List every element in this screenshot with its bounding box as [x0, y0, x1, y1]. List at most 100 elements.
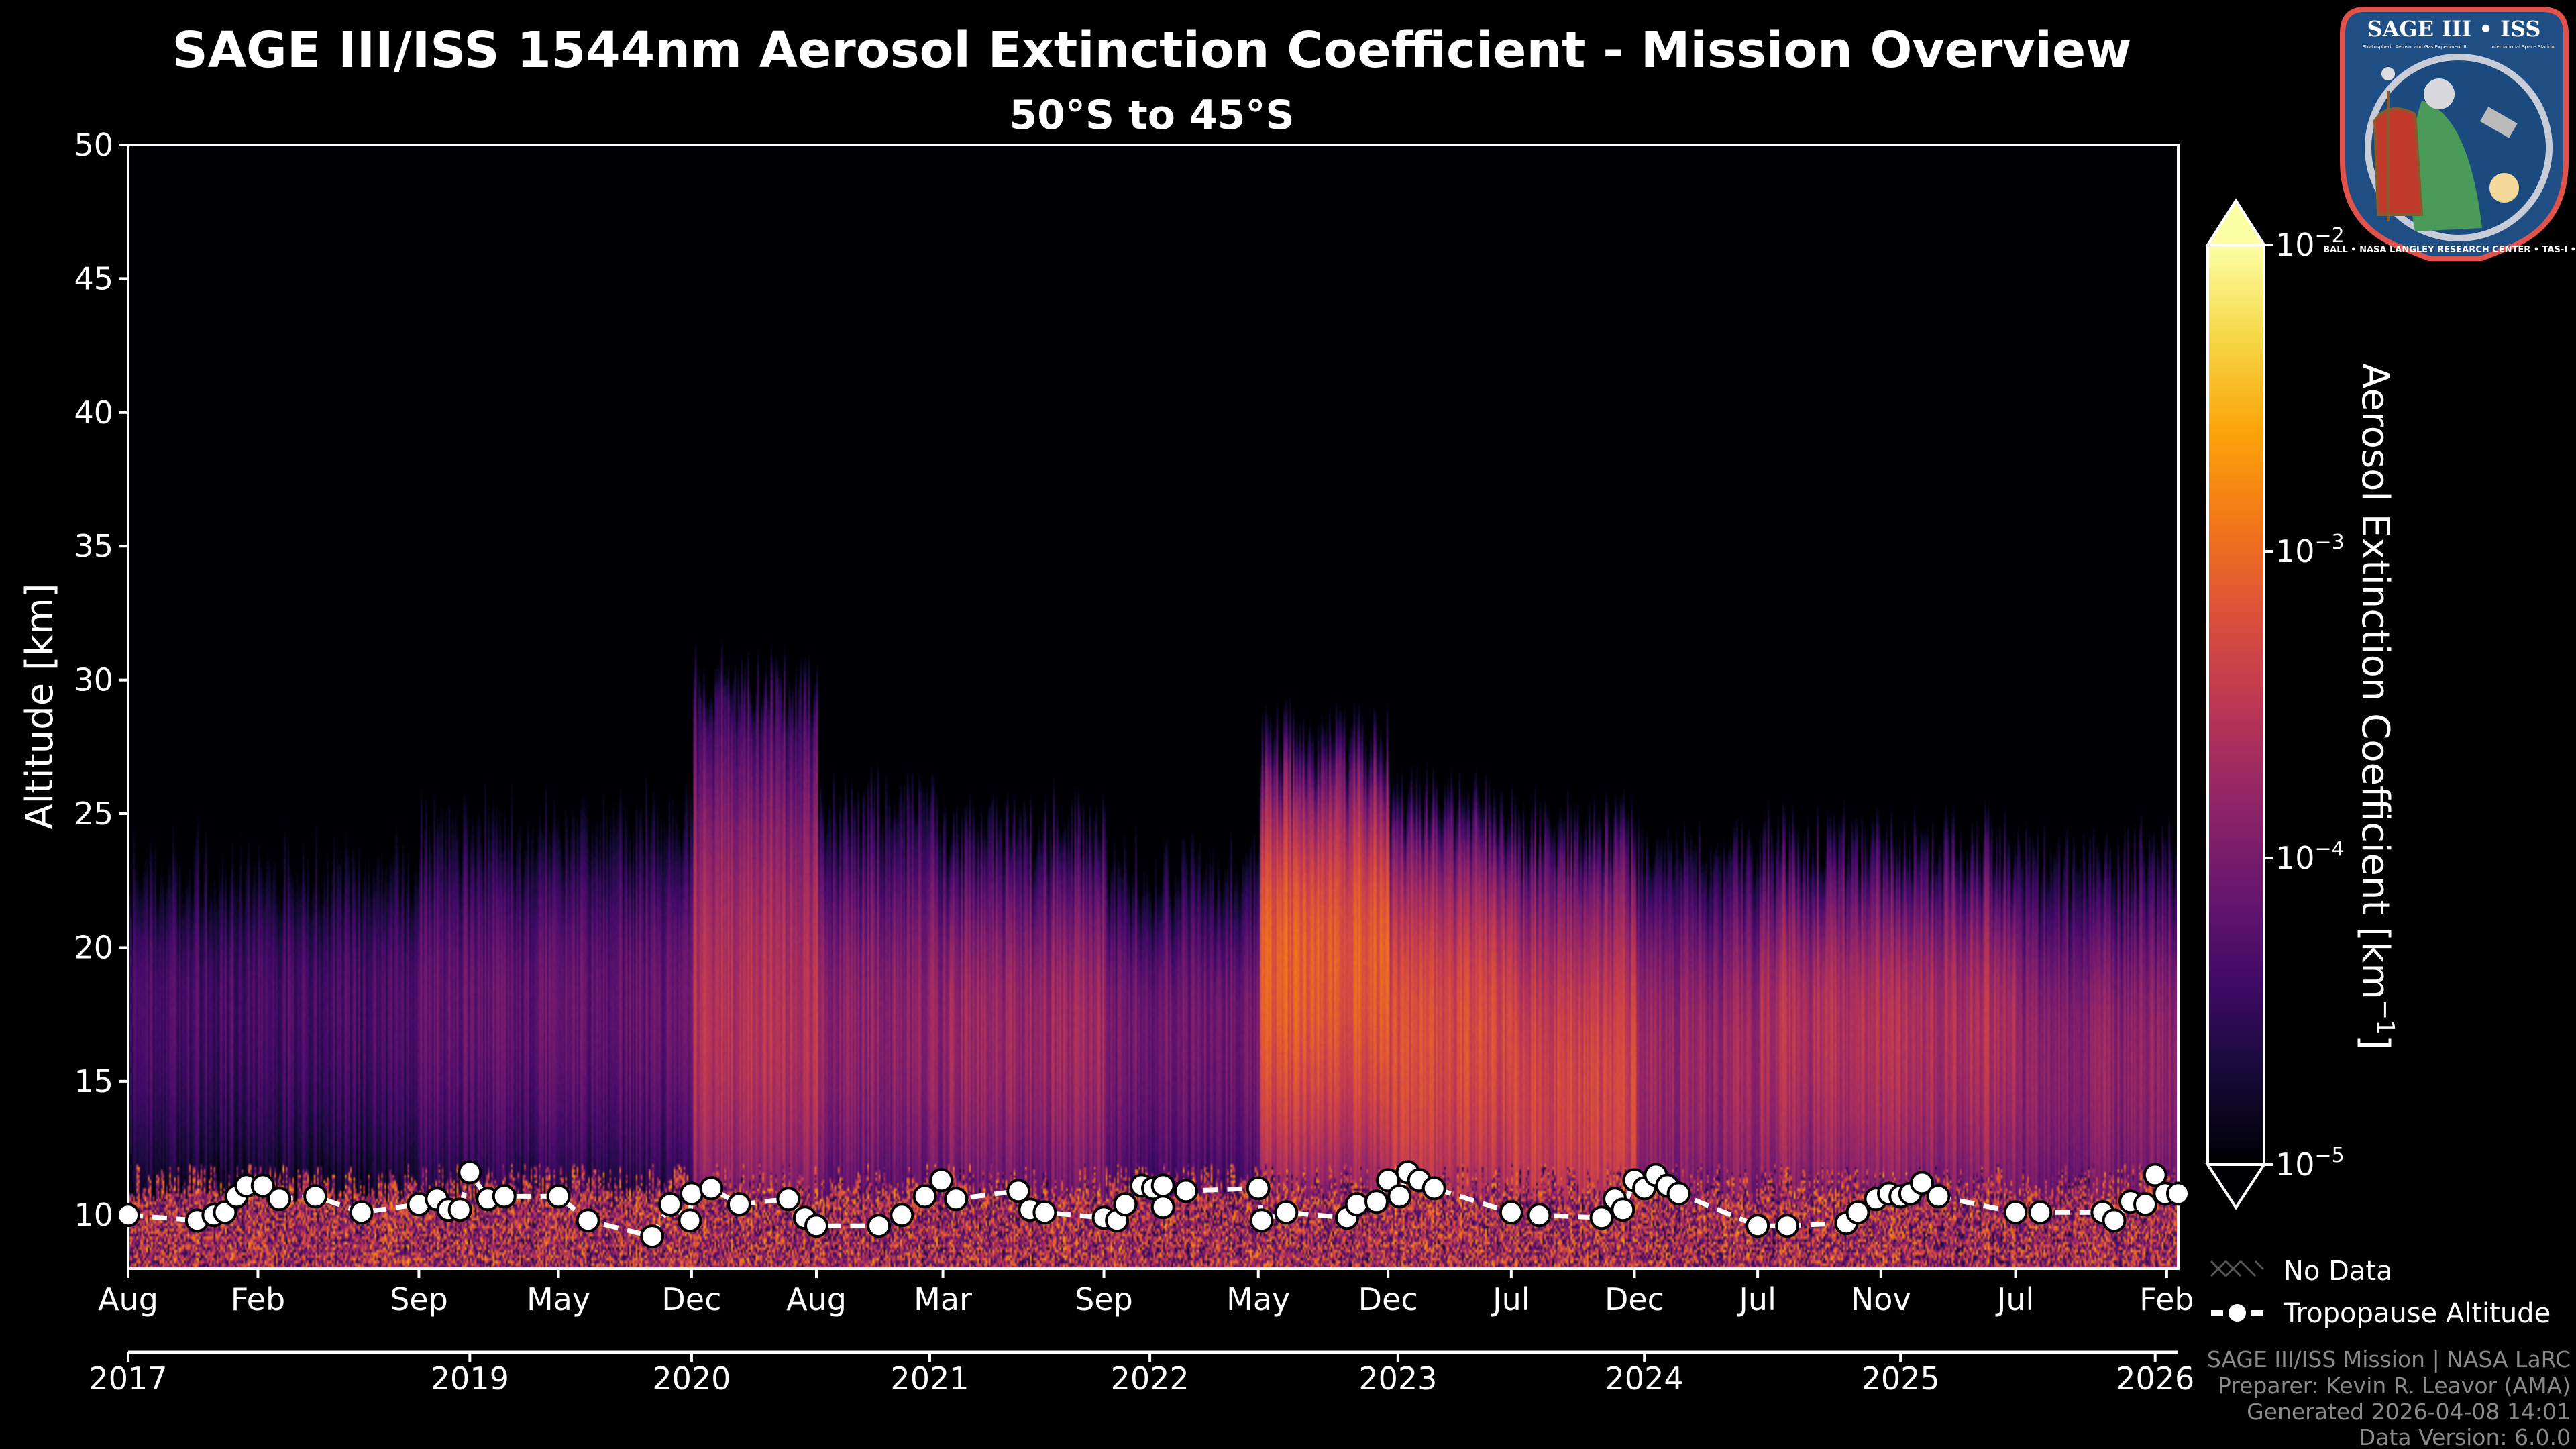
tropopause-point [2133, 1192, 2158, 1217]
no-data-hatch-icon [2210, 1260, 2265, 1277]
tropopause-legend-icon [2211, 1304, 2263, 1322]
tropopause-point [2102, 1208, 2127, 1233]
x-axis-years: 2017 2019 2020 2021 2022 2023 2024 2025 2026 [89, 1352, 2194, 1397]
tropopause-point [2143, 1163, 2167, 1187]
tropopause-point [1246, 1176, 1271, 1201]
y-axis-label: Altitude [km] [18, 583, 62, 829]
colorbar-tick-label: 10−5 [2275, 1144, 2345, 1183]
x-tick-label: Dec [1358, 1281, 1418, 1318]
tropopause-point [1775, 1214, 1800, 1238]
tropopause-point [1926, 1184, 1951, 1209]
x-tick-label: Feb [2139, 1281, 2194, 1318]
legend-no-data: No Data [2284, 1256, 2393, 1287]
colorbar-label: Aerosol Extinction Coefficient [km−1] [2353, 363, 2399, 1050]
tropopause-point [678, 1208, 702, 1233]
y-tick-label: 25 [74, 796, 113, 832]
footer-line: Data Version: 6.0.0 [2359, 1424, 2571, 1449]
y-axis: 10 15 20 25 30 35 40 45 50 [74, 127, 128, 1233]
tropopause-point [1150, 1173, 1175, 1198]
y-tick-label: 20 [74, 929, 113, 965]
x-tick-label: May [527, 1281, 590, 1318]
tropopause-point [1173, 1179, 1198, 1203]
x-tick-label: Dec [661, 1281, 721, 1318]
x-tick-label: Jul [1737, 1281, 1776, 1318]
year-tick-label: 2024 [1605, 1360, 1684, 1397]
tropopause-point [1421, 1176, 1446, 1201]
svg-text:BALL • NASA LANGLEY RESEARCH C: BALL • NASA LANGLEY RESEARCH CENTER • TA… [2323, 245, 2576, 255]
colorbar-tick-label: 10−3 [2275, 531, 2345, 570]
y-tick-label: 35 [74, 528, 113, 564]
x-axis-months: Aug Feb Sep May Dec Aug Mar Sep May Dec Jul Dec Jul N… [98, 1269, 2194, 1318]
extinction-heatmap [128, 145, 2178, 1269]
tropopause-point [658, 1192, 683, 1217]
x-tick-label: Aug [98, 1281, 158, 1318]
year-tick-label: 2021 [890, 1360, 969, 1397]
tropopause-point [699, 1176, 724, 1201]
tropopause-point [1910, 1171, 1934, 1195]
legend-tropopause: Tropopause Altitude [2283, 1298, 2551, 1329]
footer-line: Preparer: Kevin R. Leavor (AMA) [2218, 1373, 2571, 1399]
tropopause-point [267, 1187, 292, 1212]
colorbar-tick-label: 10−4 [2275, 837, 2345, 876]
sage-iii-iss-mission-logo: SAGE III • ISS Stratospheric Aerosol and… [2323, 7, 2576, 261]
tropopause-point [1387, 1184, 1412, 1209]
legend: No Data Tropopause Altitude [2210, 1256, 2551, 1329]
year-tick-label: 2025 [1862, 1360, 1940, 1397]
x-tick-label: Nov [1851, 1281, 1911, 1318]
x-tick-label: Mar [914, 1281, 972, 1318]
tropopause-point [727, 1192, 751, 1217]
tropopause-point [213, 1200, 237, 1225]
tropopause-point [679, 1181, 704, 1206]
tropopause-series [116, 1160, 2190, 1249]
svg-text:SAGE III • ISS: SAGE III • ISS [2367, 16, 2541, 42]
y-tick-label: 40 [74, 394, 113, 431]
x-tick-label: Feb [231, 1281, 285, 1318]
tropopause-point [576, 1208, 600, 1233]
year-tick-label: 2017 [89, 1360, 167, 1397]
tropopause-point [804, 1214, 829, 1238]
colorbar-tick-label: 10−2 [2275, 224, 2345, 263]
x-tick-label: May [1226, 1281, 1290, 1318]
tropopause-point [250, 1173, 275, 1198]
x-tick-label: Jul [1491, 1281, 1530, 1318]
colorbar-extend-max [2205, 198, 2267, 246]
year-tick-label: 2019 [431, 1360, 509, 1397]
tropopause-point [1344, 1192, 1369, 1217]
tropopause-point [1611, 1197, 1635, 1222]
tropopause-point [640, 1224, 665, 1249]
x-tick-label: Aug [786, 1281, 847, 1318]
tropopause-point [867, 1214, 892, 1238]
chart-title: SAGE III/ISS 1544nm Aerosol Extinction C… [172, 21, 2131, 79]
chart-subtitle: 50°S to 45°S [1009, 92, 1294, 139]
year-tick-label: 2026 [2116, 1360, 2194, 1397]
y-tick-label: 15 [74, 1063, 113, 1099]
tropopause-point [776, 1187, 801, 1212]
x-tick-label: Sep [1075, 1281, 1133, 1318]
tropopause-point [1006, 1179, 1031, 1203]
y-tick-label: 45 [74, 260, 113, 297]
tropopause-point [912, 1184, 937, 1209]
tropopause-point [944, 1187, 969, 1212]
tropopause-point [1666, 1181, 1691, 1206]
x-tick-label: Jul [1995, 1281, 2035, 1318]
tropopause-point [1274, 1200, 1299, 1225]
tropopause-point [1527, 1203, 1552, 1228]
y-tick-label: 50 [74, 127, 113, 163]
tropopause-point [1746, 1214, 1770, 1238]
tropopause-point [2028, 1200, 2053, 1225]
tropopause-point [303, 1184, 328, 1209]
tropopause-point [492, 1184, 517, 1209]
colorbar [2208, 245, 2264, 1165]
svg-text:Stratospheric Aerosol and Gas: Stratospheric Aerosol and Gas Experiment… [2362, 44, 2467, 50]
footer-line: Generated 2026-04-08 14:01 [2247, 1399, 2571, 1425]
tropopause-point [116, 1203, 140, 1228]
year-tick-label: 2022 [1111, 1360, 1189, 1397]
tropopause-point [1113, 1192, 1138, 1217]
tropopause-point [546, 1184, 571, 1209]
year-tick-label: 2023 [1358, 1360, 1437, 1397]
tropopause-point [1589, 1205, 1614, 1230]
tropopause-point [1364, 1189, 1389, 1214]
tropopause-point [1032, 1200, 1057, 1225]
tropopause-point [2166, 1181, 2190, 1206]
tropopause-point [929, 1168, 954, 1193]
